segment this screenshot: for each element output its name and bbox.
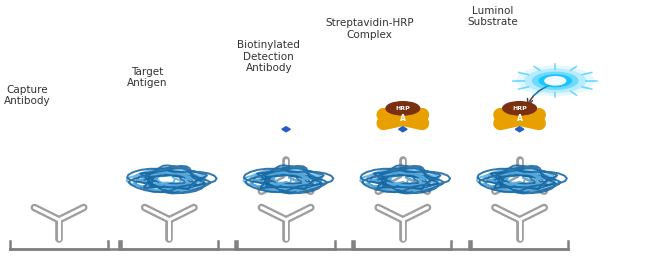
Text: HRP: HRP xyxy=(395,106,410,111)
Circle shape xyxy=(386,102,420,115)
Circle shape xyxy=(545,77,566,85)
Text: Streptavidin-HRP
Complex: Streptavidin-HRP Complex xyxy=(325,18,413,40)
Circle shape xyxy=(538,74,572,87)
Text: Target
Antigen: Target Antigen xyxy=(127,67,168,88)
Polygon shape xyxy=(515,127,524,132)
Text: Capture
Antibody: Capture Antibody xyxy=(4,85,51,106)
Circle shape xyxy=(516,66,594,96)
Text: Luminol
Substrate: Luminol Substrate xyxy=(468,6,519,27)
Text: HRP: HRP xyxy=(512,106,527,111)
Text: A: A xyxy=(517,114,523,123)
Polygon shape xyxy=(398,127,407,132)
Circle shape xyxy=(524,69,586,93)
Text: A: A xyxy=(400,114,406,123)
Circle shape xyxy=(502,102,536,115)
Polygon shape xyxy=(282,127,291,132)
Text: Biotinylated
Detection
Antibody: Biotinylated Detection Antibody xyxy=(237,40,300,73)
Circle shape xyxy=(532,72,578,90)
